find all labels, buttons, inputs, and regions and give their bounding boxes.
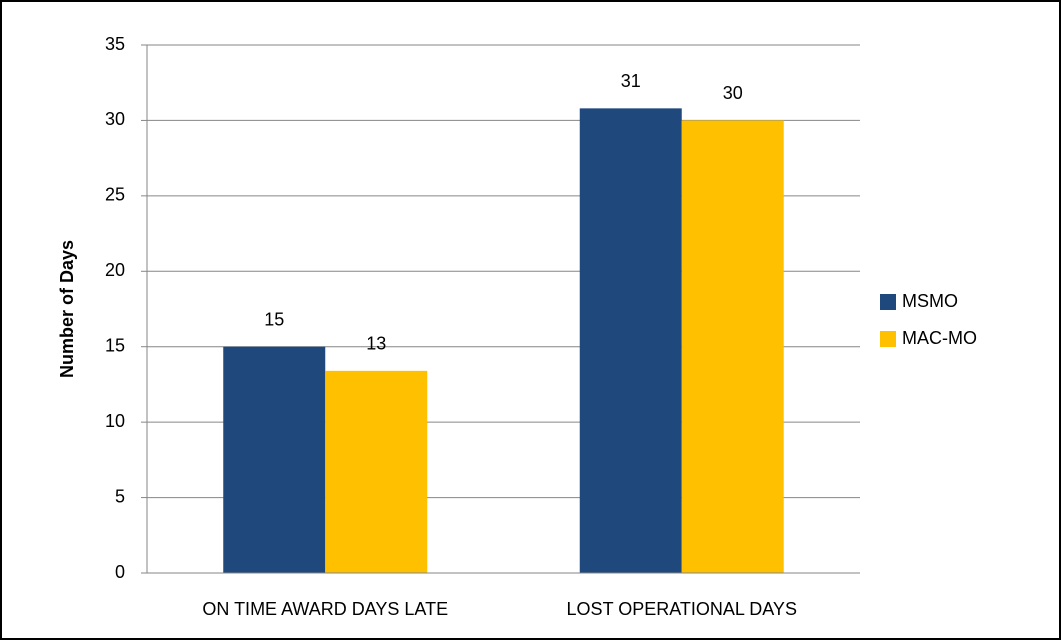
y-tick-label: 5 xyxy=(115,486,125,506)
legend-swatch xyxy=(880,331,896,347)
legend-swatch xyxy=(880,294,896,310)
x-tick-label: ON TIME AWARD DAYS LATE xyxy=(202,599,448,619)
legend-label: MSMO xyxy=(902,291,958,311)
bar xyxy=(681,120,784,573)
legend-label: MAC-MO xyxy=(902,328,977,348)
data-label: 13 xyxy=(366,334,386,354)
y-tick-label: 10 xyxy=(105,411,125,431)
y-axis-label: Number of Days xyxy=(57,240,77,378)
y-tick-label: 30 xyxy=(105,109,125,129)
y-tick-label: 25 xyxy=(105,185,125,205)
x-tick-label: LOST OPERATIONAL DAYS xyxy=(567,599,797,619)
bar xyxy=(325,370,428,573)
y-tick-label: 20 xyxy=(105,260,125,280)
bar xyxy=(223,346,326,573)
bar xyxy=(579,108,682,574)
y-tick-label: 0 xyxy=(115,562,125,582)
y-tick-label: 15 xyxy=(105,335,125,355)
data-label: 30 xyxy=(723,83,743,103)
data-label: 15 xyxy=(264,309,284,329)
data-label: 31 xyxy=(621,71,641,91)
y-tick-label: 35 xyxy=(105,34,125,54)
